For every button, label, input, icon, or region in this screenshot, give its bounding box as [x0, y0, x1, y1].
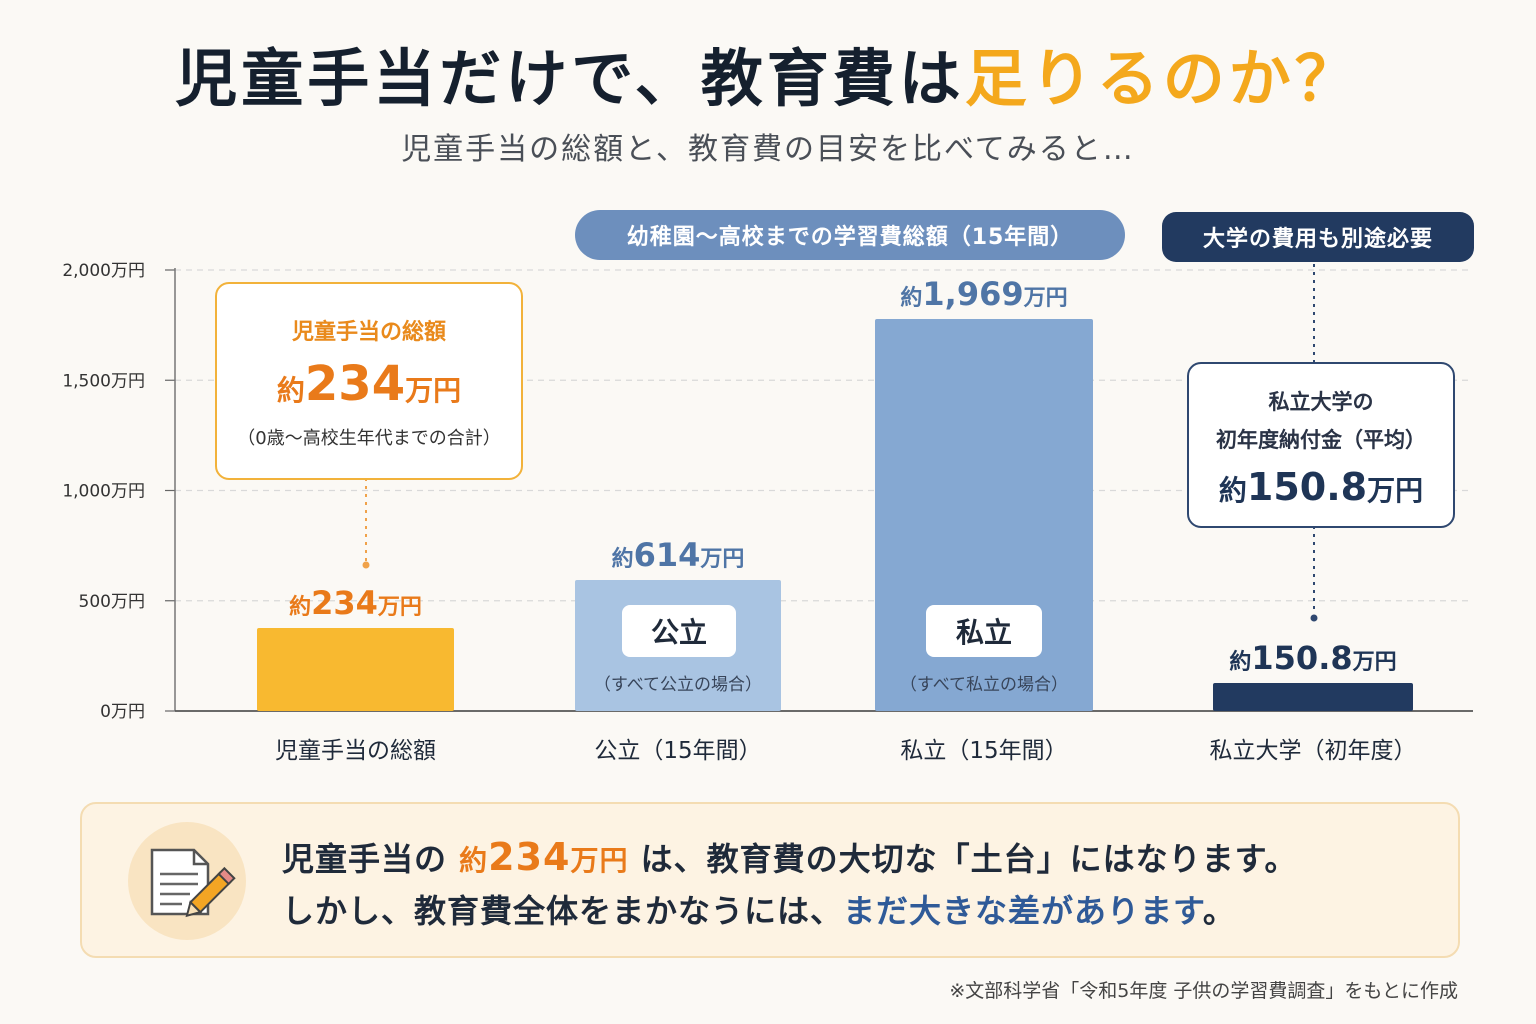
allowance-callout-note: （0歳～高校生年代までの合計）	[237, 428, 501, 449]
x-tick-label: 公立（15年間）	[594, 738, 761, 764]
public-bar-label: 公立	[622, 605, 736, 657]
private-bar-note: （すべて私立の場合）	[899, 675, 1069, 695]
university-callout-unit: 万円	[1367, 474, 1424, 507]
allowance-callout-unit: 万円	[405, 374, 462, 407]
connectors	[362, 264, 1318, 622]
summary-line-1: 児童手当の 約234万円 は、教育費の大切な「土台」にはなります。	[282, 830, 1297, 884]
university-callout-number: 150.8	[1246, 465, 1368, 509]
x-tick-label: 私立（15年間）	[900, 738, 1067, 764]
bar-value-label: 約614万円	[612, 536, 745, 574]
page-subtitle: 児童手当の総額と、教育費の目安を比べてみると…	[401, 132, 1135, 167]
y-tick-label: 1,500万円	[62, 371, 145, 391]
summary-box: 児童手当の 約234万円 は、教育費の大切な「土台」にはなります。 しかし、教育…	[80, 802, 1460, 958]
x-tick-label: 私立大学（初年度）	[1210, 738, 1417, 764]
y-tick-label: 500万円	[79, 592, 145, 612]
university-callout-prefix: 約	[1218, 474, 1247, 507]
bar-value-label: 約150.8万円	[1229, 639, 1396, 677]
private-bar-label: 私立	[926, 605, 1042, 657]
summary-line2-b: 。	[1202, 892, 1236, 930]
public-bar-note: （すべて公立の場合）	[593, 675, 763, 695]
title-main: 児童手当だけで、教育費は	[175, 42, 965, 115]
allowance-callout-number: 234	[304, 356, 406, 412]
bar-value-label: 約234万円	[289, 584, 422, 622]
summary-line1-a: 児童手当の	[282, 840, 460, 878]
university-callout-line2: 初年度納付金（平均）	[1216, 428, 1426, 452]
summary-amount-unit: 万円	[570, 844, 629, 877]
banner-university: 大学の費用も別途必要	[1162, 212, 1474, 262]
banner-15-years: 幼稚園～高校までの学習費総額（15年間）	[575, 210, 1125, 260]
summary-amount-number: 234	[488, 835, 571, 879]
x-tick-label: 児童手当の総額	[275, 738, 436, 764]
university-callout-value: 約150.8万円	[1189, 468, 1453, 506]
bar-value-label: 約1,969万円	[900, 275, 1067, 313]
university-connector-dot	[1310, 614, 1318, 622]
summary-line2-a: しかし、教育費全体をまかなうには、	[282, 892, 844, 930]
y-tick-label: 0万円	[100, 702, 145, 722]
labels: 0万円500万円1,000万円1,500万円2,000万円約234万円児童手当の…	[62, 261, 1416, 764]
summary-line-2: しかし、教育費全体をまかなうには、まだ大きな差があります。	[282, 884, 1297, 938]
y-tick-label: 2,000万円	[62, 261, 145, 281]
summary-highlight-amount: 約234万円	[459, 835, 628, 879]
bar-0	[257, 628, 454, 711]
y-tick-label: 1,000万円	[62, 482, 145, 502]
summary-amount-prefix: 約	[459, 844, 489, 877]
allowance-callout-prefix: 約	[276, 374, 305, 407]
university-callout-line1: 私立大学の	[1268, 390, 1374, 414]
allowance-connector-dot	[362, 561, 370, 569]
document-pencil-icon	[128, 822, 246, 940]
summary-line1-b: は、教育費の大切な「土台」にはなります。	[628, 840, 1298, 878]
page-title: 児童手当だけで、教育費は足りるのか？	[0, 28, 1536, 118]
summary-text: 児童手当の 約234万円 は、教育費の大切な「土台」にはなります。 しかし、教育…	[282, 830, 1297, 938]
title-accent: 足りるのか？	[964, 42, 1361, 115]
allowance-callout-title: 児童手当の総額	[291, 320, 446, 345]
university-callout: 私立大学の 初年度納付金（平均） 約150.8万円	[1187, 362, 1455, 528]
summary-highlight-gap: まだ大きな差があります	[843, 892, 1203, 930]
bar-3	[1213, 683, 1413, 711]
allowance-callout-value: 約234万円	[217, 360, 521, 408]
source-note: ※文部科学省「令和5年度 子供の学習費調査」をもとに作成	[949, 980, 1458, 1002]
allowance-callout: 児童手当の総額 約234万円 （0歳～高校生年代までの合計）	[215, 282, 523, 480]
